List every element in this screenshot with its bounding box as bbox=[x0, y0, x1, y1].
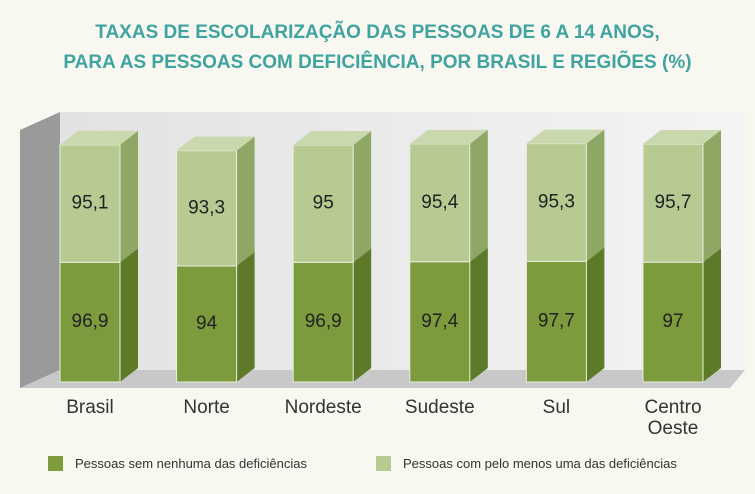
bar-side bbox=[120, 248, 138, 382]
legend-swatch bbox=[48, 456, 63, 471]
bar-top bbox=[60, 130, 138, 145]
value-label: 97,4 bbox=[421, 311, 458, 332]
bar bbox=[642, 143, 704, 263]
bar-top bbox=[176, 136, 255, 151]
bar-side bbox=[469, 247, 488, 382]
legend-item: Pessoas sem nenhuma das deficiências bbox=[48, 456, 307, 471]
bar-side bbox=[469, 129, 488, 262]
bar bbox=[292, 144, 354, 263]
bar-side bbox=[353, 131, 372, 263]
chart-subtitle: PARA AS PESSOAS COM DEFICIÊNCIA, POR BRA… bbox=[63, 52, 692, 73]
bar bbox=[409, 261, 471, 383]
x-tick-label: Brasil bbox=[66, 397, 114, 418]
x-tick-label: Centro Oeste bbox=[644, 397, 702, 439]
legend-label: Pessoas sem nenhuma das deficiências bbox=[75, 456, 307, 471]
bar-top bbox=[526, 129, 605, 144]
bar bbox=[525, 260, 587, 383]
x-tick-label: Sudeste bbox=[404, 397, 475, 418]
bar-side bbox=[586, 129, 605, 262]
bar-side bbox=[236, 251, 255, 382]
value-label: 95 bbox=[313, 193, 334, 214]
legend-label: Pessoas com pelo menos uma das deficiênc… bbox=[403, 456, 677, 471]
bar-side bbox=[236, 136, 255, 266]
value-label: 95,1 bbox=[72, 193, 109, 214]
bar-side bbox=[703, 130, 721, 263]
value-label: 94 bbox=[196, 313, 218, 334]
bar bbox=[525, 143, 587, 262]
back-wall bbox=[60, 112, 745, 370]
x-tick-label: Norte bbox=[183, 397, 230, 418]
bar bbox=[176, 265, 238, 383]
bar-top bbox=[643, 130, 721, 145]
value-label: 95,7 bbox=[655, 192, 692, 213]
bar bbox=[176, 150, 238, 267]
bar-side bbox=[586, 247, 605, 382]
legend-item: Pessoas com pelo menos uma das deficiênc… bbox=[376, 456, 677, 471]
bar bbox=[59, 144, 121, 263]
bar bbox=[642, 261, 704, 383]
value-label: 97,7 bbox=[538, 311, 575, 332]
bar-side bbox=[353, 248, 372, 382]
bar bbox=[292, 261, 354, 383]
side-wall bbox=[20, 112, 60, 388]
bar-top bbox=[293, 131, 372, 146]
value-label: 95,3 bbox=[538, 192, 575, 213]
bar-side bbox=[120, 130, 138, 263]
value-label: 96,9 bbox=[305, 311, 342, 332]
bar-top bbox=[409, 129, 488, 144]
legend-swatch bbox=[376, 456, 391, 471]
chart-title: TAXAS DE ESCOLARIZAÇÃO DAS PESSOAS DE 6 … bbox=[95, 22, 660, 43]
value-label: 95,4 bbox=[421, 192, 458, 213]
x-tick-label: Sul bbox=[542, 397, 571, 418]
x-tick-label: Nordeste bbox=[284, 397, 362, 418]
bar-side bbox=[703, 248, 721, 382]
value-label: 93,3 bbox=[188, 197, 225, 218]
value-label: 97 bbox=[662, 311, 683, 332]
value-label: 96,9 bbox=[72, 311, 109, 332]
